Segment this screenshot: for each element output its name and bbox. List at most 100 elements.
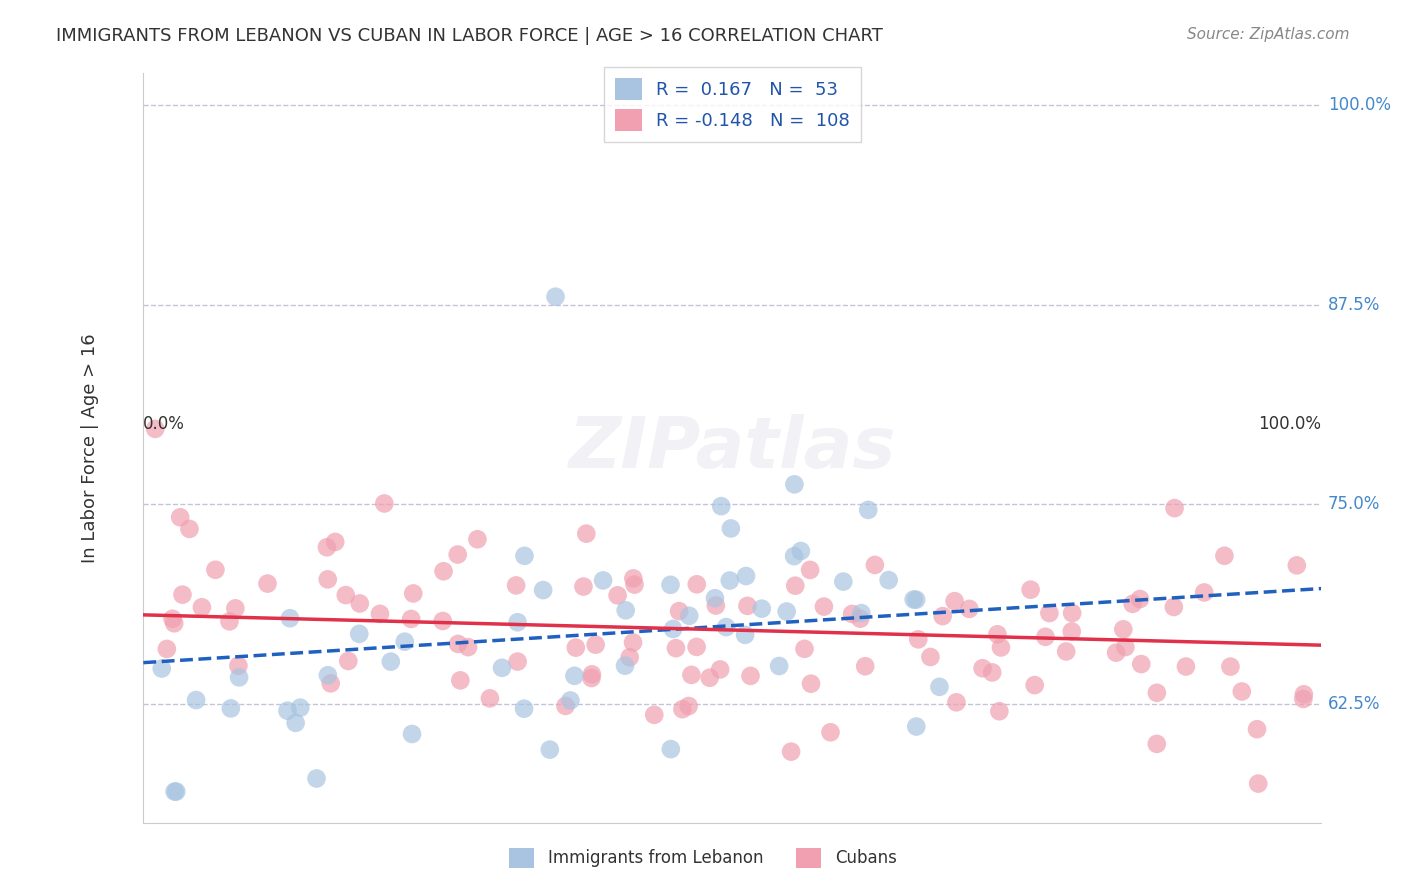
Text: 0.0%: 0.0%	[143, 415, 186, 433]
Cubans	[505, 578, 527, 592]
Cubans	[467, 533, 489, 547]
Immigrants from Lebanon	[790, 544, 813, 558]
Cubans	[572, 580, 595, 594]
Cubans	[457, 640, 479, 654]
Cubans	[799, 563, 821, 577]
Cubans	[368, 607, 391, 621]
Immigrants from Lebanon	[316, 668, 339, 682]
Immigrants from Lebanon	[284, 715, 307, 730]
Immigrants from Lebanon	[832, 574, 855, 589]
Cubans	[581, 667, 603, 681]
Cubans	[506, 655, 529, 669]
Cubans	[785, 579, 807, 593]
Cubans	[699, 671, 721, 685]
Text: 87.5%: 87.5%	[1329, 295, 1381, 314]
Immigrants from Lebanon	[714, 620, 737, 634]
Immigrants from Lebanon	[783, 549, 806, 563]
Cubans	[1174, 659, 1197, 673]
Immigrants from Lebanon	[228, 670, 250, 684]
Cubans	[432, 564, 454, 578]
Immigrants from Lebanon	[768, 659, 790, 673]
Cubans	[1129, 592, 1152, 607]
Cubans	[478, 691, 501, 706]
Cubans	[162, 612, 184, 626]
Immigrants from Lebanon	[903, 592, 925, 607]
Immigrants from Lebanon	[290, 700, 312, 714]
Cubans	[1130, 657, 1153, 671]
Immigrants from Lebanon	[905, 720, 928, 734]
Cubans	[709, 662, 731, 676]
Immigrants from Lebanon	[659, 742, 682, 756]
Cubans	[665, 641, 688, 656]
Cubans	[623, 577, 645, 591]
Cubans	[1146, 737, 1168, 751]
Cubans	[621, 571, 644, 585]
Cubans	[931, 609, 953, 624]
Cubans	[554, 698, 576, 713]
Cubans	[986, 627, 1008, 641]
Cubans	[1292, 692, 1315, 706]
Cubans	[373, 496, 395, 510]
Cubans	[1192, 585, 1215, 599]
Immigrants from Lebanon	[905, 592, 928, 607]
Cubans	[813, 599, 835, 614]
Text: In Labor Force | Age > 16: In Labor Force | Age > 16	[82, 334, 100, 563]
Cubans	[256, 576, 278, 591]
Immigrants from Lebanon	[560, 693, 582, 707]
Immigrants from Lebanon	[305, 772, 328, 786]
Cubans	[316, 572, 339, 586]
Immigrants from Lebanon	[720, 521, 742, 535]
Immigrants from Lebanon	[735, 569, 758, 583]
Text: Source: ZipAtlas.com: Source: ZipAtlas.com	[1187, 27, 1350, 42]
Cubans	[621, 635, 644, 649]
Cubans	[678, 699, 700, 714]
Cubans	[1292, 687, 1315, 701]
Cubans	[1060, 624, 1083, 639]
Immigrants from Lebanon	[751, 601, 773, 615]
Cubans	[1105, 646, 1128, 660]
Cubans	[737, 599, 759, 613]
Cubans	[1146, 686, 1168, 700]
Cubans	[1163, 501, 1185, 516]
Immigrants from Lebanon	[592, 574, 614, 588]
Cubans	[793, 641, 815, 656]
Cubans	[920, 650, 942, 665]
Cubans	[1246, 722, 1268, 736]
Immigrants from Lebanon	[513, 702, 536, 716]
Cubans	[990, 640, 1012, 655]
Cubans	[1219, 659, 1241, 673]
Cubans	[704, 599, 727, 613]
Immigrants from Lebanon	[662, 622, 685, 636]
Cubans	[228, 658, 250, 673]
Immigrants from Lebanon	[150, 661, 173, 675]
Cubans	[685, 640, 707, 654]
Cubans	[323, 535, 346, 549]
Cubans	[1038, 606, 1060, 620]
Cubans	[780, 745, 803, 759]
Cubans	[447, 548, 470, 562]
Cubans	[169, 510, 191, 524]
Cubans	[1213, 549, 1236, 563]
Cubans	[447, 637, 470, 651]
Cubans	[643, 707, 665, 722]
Cubans	[820, 725, 842, 739]
Text: 100.0%: 100.0%	[1329, 96, 1391, 114]
Cubans	[668, 604, 690, 618]
Cubans	[218, 615, 240, 629]
Immigrants from Lebanon	[349, 627, 371, 641]
Immigrants from Lebanon	[184, 693, 207, 707]
Cubans	[163, 616, 186, 631]
Cubans	[681, 668, 703, 682]
Cubans	[1122, 597, 1144, 611]
Immigrants from Lebanon	[851, 606, 873, 620]
Cubans	[143, 422, 166, 436]
Cubans	[585, 638, 607, 652]
Immigrants from Lebanon	[506, 615, 529, 630]
Cubans	[402, 586, 425, 600]
Cubans	[981, 665, 1004, 680]
Immigrants from Lebanon	[165, 784, 187, 798]
Cubans	[1285, 558, 1308, 573]
Cubans	[565, 640, 588, 655]
Immigrants from Lebanon	[783, 477, 806, 491]
Cubans	[1247, 776, 1270, 790]
